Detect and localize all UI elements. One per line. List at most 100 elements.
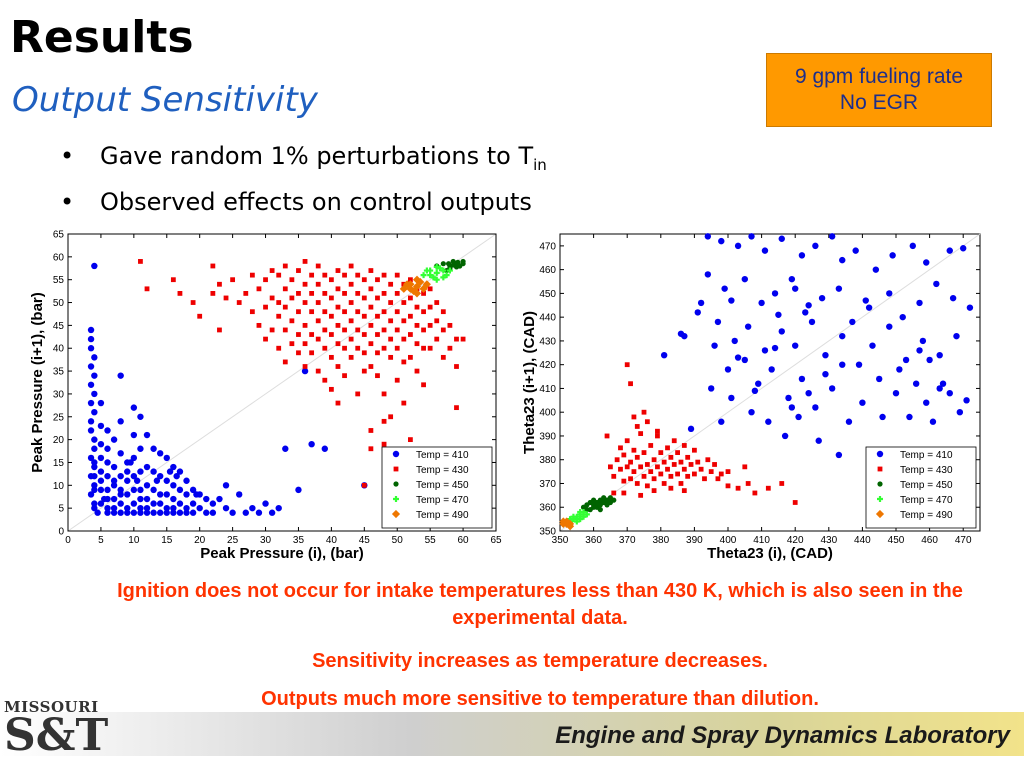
pressure-point xyxy=(296,350,301,356)
theta-point xyxy=(704,233,712,240)
pressure-point xyxy=(355,391,361,397)
theta-point xyxy=(779,481,785,486)
pressure-point xyxy=(124,468,131,475)
pressure-point xyxy=(256,322,262,328)
pressure-point xyxy=(368,286,374,292)
theta-point xyxy=(741,275,748,283)
pressure-point xyxy=(454,336,459,342)
pressure-point xyxy=(361,277,367,283)
pressure-series-3 xyxy=(420,263,453,283)
theta-legend-box xyxy=(865,446,977,529)
pressure-legend-marker xyxy=(392,450,400,458)
pressure-point xyxy=(368,268,374,273)
pressure-legend-label: Temp = 490 xyxy=(416,510,469,521)
pressure-point xyxy=(430,274,437,281)
pressure-point xyxy=(408,277,413,283)
theta-point xyxy=(692,447,697,453)
pressure-point xyxy=(203,495,210,503)
pressure-point xyxy=(460,336,466,342)
theta-point xyxy=(852,247,859,254)
pressure-point xyxy=(190,300,196,305)
theta-point xyxy=(795,413,802,421)
pressure-point xyxy=(263,304,268,310)
theta-point xyxy=(728,394,735,402)
theta-point xyxy=(839,361,846,368)
pressure-point xyxy=(414,341,420,347)
pressure-point xyxy=(130,454,138,462)
pressure-x-tick-label: 10 xyxy=(128,535,140,546)
pressure-point xyxy=(104,459,111,466)
pressure-point xyxy=(289,277,295,283)
pressure-point xyxy=(322,377,328,383)
pressure-point xyxy=(447,322,453,328)
pressure-point xyxy=(361,368,367,374)
pressure-point xyxy=(143,509,151,516)
pressure-legend-marker xyxy=(393,496,399,502)
theta-point xyxy=(714,318,722,326)
pressure-point xyxy=(408,332,413,337)
pressure-point xyxy=(249,272,255,278)
pressure-point xyxy=(434,336,440,342)
pressure-point xyxy=(91,504,98,512)
theta-point xyxy=(711,342,718,349)
theta-point xyxy=(611,497,617,503)
theta-x-tick-label: 430 xyxy=(820,535,837,546)
pressure-point xyxy=(302,259,308,264)
pressure-point xyxy=(348,336,354,342)
theta-point xyxy=(644,419,650,425)
theta-point xyxy=(946,389,953,397)
pressure-x-tick-label: 20 xyxy=(194,535,206,546)
theta-point xyxy=(798,375,806,383)
theta-point xyxy=(559,517,568,526)
pressure-point xyxy=(229,509,236,516)
pressure-legend: Temp = 410 Temp = 430 Temp = 450 Temp = 470… xyxy=(381,446,493,529)
pressure-point xyxy=(183,477,190,484)
pressure-point xyxy=(183,491,190,498)
pressure-point xyxy=(256,286,262,292)
pressure-point xyxy=(87,335,95,343)
theta-point xyxy=(624,438,630,444)
pressure-point xyxy=(177,291,183,296)
pressure-point xyxy=(217,327,222,333)
theta-point xyxy=(859,399,866,406)
theta-x-tick-label: 450 xyxy=(888,535,905,546)
theta-legend-marker xyxy=(877,466,883,472)
theta-point xyxy=(698,466,704,472)
pressure-point xyxy=(401,318,407,324)
theta-y-tick-label: 450 xyxy=(539,289,556,300)
pressure-point xyxy=(301,367,309,375)
theta-point xyxy=(591,497,597,503)
theta-point xyxy=(702,476,707,482)
pressure-point xyxy=(87,381,95,388)
pressure-point xyxy=(91,372,98,379)
theta-point xyxy=(742,464,748,470)
theta-point xyxy=(566,522,575,531)
pressure-point xyxy=(427,322,433,328)
pressure-point xyxy=(302,300,308,305)
theta-point xyxy=(896,366,903,373)
theta-point xyxy=(765,485,771,491)
theta-point xyxy=(865,304,873,311)
pressure-point xyxy=(328,354,334,360)
pressure-point xyxy=(193,491,200,498)
theta-point xyxy=(665,466,670,472)
theta-point xyxy=(634,424,640,429)
pressure-point xyxy=(117,509,124,516)
pressure-point xyxy=(309,272,315,278)
theta-point xyxy=(705,457,711,463)
pressure-point xyxy=(137,413,144,420)
theta-point xyxy=(835,451,843,459)
theta-y-tick-label: 420 xyxy=(539,360,556,371)
pressure-point xyxy=(414,368,420,374)
theta-point xyxy=(916,299,923,307)
theta-point xyxy=(651,476,657,482)
pressure-point xyxy=(322,291,328,296)
pressure-point xyxy=(335,322,341,328)
theta-point xyxy=(731,337,738,345)
pressure-point xyxy=(335,268,341,273)
theta-x-tick-label: 440 xyxy=(854,535,871,546)
theta-point xyxy=(771,290,779,297)
peak-pressure-scatter-chart: 0 5 10 15 20 25 30 35 40 45 50 55 60 65 0 5 10 15 20 25 30 35… xyxy=(29,230,502,563)
theta-point xyxy=(775,311,782,318)
theta-y-tick-label: 460 xyxy=(539,265,556,276)
